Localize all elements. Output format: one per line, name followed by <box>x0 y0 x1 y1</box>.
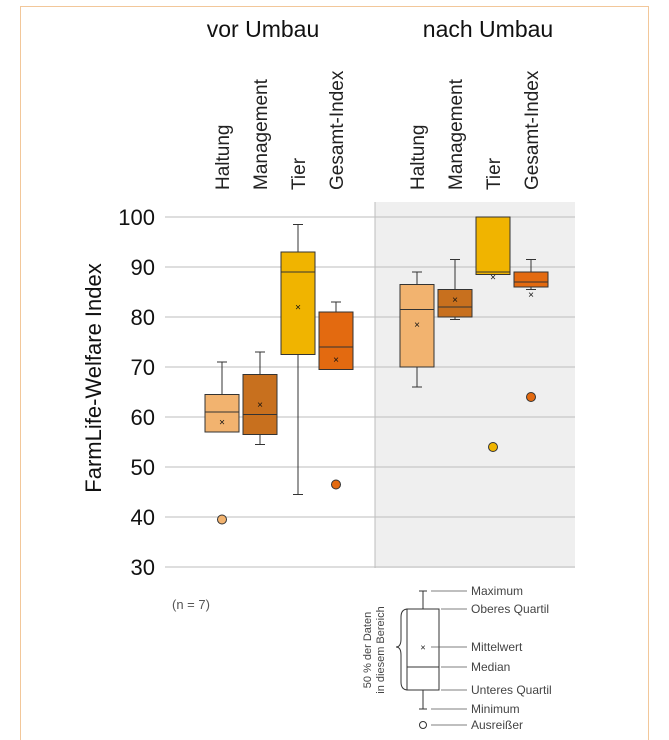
group-title-after: nach Umbau <box>423 16 553 42</box>
legend-side-label: in diesem Bereich <box>375 606 387 693</box>
legend-item-label: Median <box>471 660 510 674</box>
legend-brace <box>395 608 409 691</box>
box <box>204 394 240 433</box>
y-axis-label: FarmLife-Welfare Index <box>81 263 106 492</box>
box <box>242 374 278 435</box>
mean-marker: × <box>490 273 496 284</box>
sample-size-note: (n = 7) <box>172 597 210 612</box>
legend-outlier-point <box>419 721 427 729</box>
y-tick-label: 70 <box>131 355 155 380</box>
mean-marker: × <box>528 290 534 301</box>
box <box>513 271 549 288</box>
y-tick-label: 80 <box>131 305 155 330</box>
category-label: Gesamt-Index <box>522 70 543 190</box>
legend-mean-marker: × <box>420 643 425 653</box>
box <box>437 289 473 318</box>
category-label: Haltung <box>408 125 429 191</box>
boxes: × × × × × × × × <box>204 216 549 525</box>
box <box>318 311 354 370</box>
y-tick-label: 50 <box>131 455 155 480</box>
mean-marker: × <box>257 400 263 411</box>
mean-marker: × <box>414 320 420 331</box>
box <box>475 216 511 275</box>
legend-item-label: Mittelwert <box>471 640 523 654</box>
legend-item-label: Minimum <box>471 702 520 716</box>
legend-item-label: Maximum <box>471 584 523 598</box>
y-tick-label: 100 <box>118 205 155 230</box>
outlier-point <box>217 514 227 525</box>
boxplot-legend: × 50 % der Daten in diesem Bereich Maximum O… <box>362 584 552 732</box>
category-label: Tier <box>289 157 310 190</box>
box <box>280 251 316 355</box>
group-title-before: vor Umbau <box>207 16 319 42</box>
outlier-point <box>488 442 498 452</box>
legend-item-label: Ausreißer <box>471 718 523 732</box>
y-tick-label: 90 <box>131 255 155 280</box>
mean-marker: × <box>295 303 301 314</box>
y-tick-label: 40 <box>131 505 155 530</box>
category-labels: Haltung Management Tier Gesamt-Index Haltung… <box>213 70 543 190</box>
box <box>399 284 435 368</box>
plot-area-after <box>375 202 575 568</box>
y-tick-label: 60 <box>131 405 155 430</box>
category-label: Tier <box>484 157 505 190</box>
category-label: Haltung <box>213 125 234 191</box>
outlier-point <box>331 479 341 490</box>
legend-side-label: 50 % der Daten <box>362 612 374 688</box>
mean-marker: × <box>219 418 225 429</box>
category-label: Gesamt-Index <box>327 70 348 190</box>
category-label: Management <box>446 78 467 190</box>
legend-box <box>406 608 440 691</box>
figure-frame <box>20 6 649 740</box>
legend-item-label: Oberes Quartil <box>471 602 549 616</box>
y-tick-label: 30 <box>131 555 155 580</box>
category-label: Management <box>251 78 272 190</box>
legend-item-label: Unteres Quartil <box>471 683 552 697</box>
y-axis-ticks: 30 40 50 60 70 80 90 100 <box>118 205 155 580</box>
mean-marker: × <box>333 355 339 366</box>
grid-lines <box>165 216 575 568</box>
outlier-point <box>526 392 536 402</box>
mean-marker: × <box>452 295 458 306</box>
